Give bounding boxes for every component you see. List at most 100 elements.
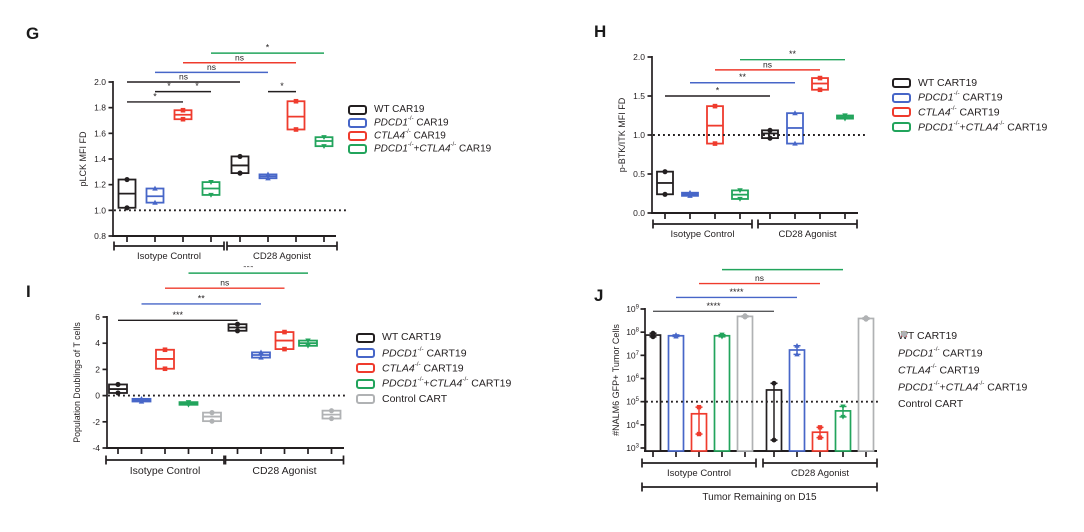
legend-box-swatch-icon bbox=[356, 378, 375, 389]
svg-text:104: 104 bbox=[626, 420, 639, 430]
svg-text:Tumor Remaining on D15: Tumor Remaining on D15 bbox=[702, 492, 817, 503]
svg-text:ns: ns bbox=[220, 278, 229, 288]
svg-text:1.4: 1.4 bbox=[94, 154, 106, 164]
svg-text:2: 2 bbox=[95, 364, 100, 374]
svg-text:*: * bbox=[280, 81, 284, 91]
svg-text:0.0: 0.0 bbox=[633, 208, 645, 218]
svg-text:CD28 Agonist: CD28 Agonist bbox=[778, 229, 836, 240]
svg-text:**: ** bbox=[198, 293, 206, 303]
legend-label: PDCD1-/- CART19 bbox=[918, 90, 1003, 104]
svg-text:CD28 Agonist: CD28 Agonist bbox=[791, 468, 849, 479]
legend-box-swatch-icon bbox=[892, 78, 911, 89]
svg-text:***: *** bbox=[243, 266, 254, 273]
legend-item: PDCD1-/-+CTLA4-/- CAR19 bbox=[348, 142, 491, 155]
svg-text:#NALM6 GFP+ Tumor Cells: #NALM6 GFP+ Tumor Cells bbox=[611, 324, 621, 436]
legend-label: WT CAR19 bbox=[374, 103, 425, 115]
legend-label: CTLA4-/- CAR19 bbox=[374, 128, 446, 142]
svg-text:1.5: 1.5 bbox=[633, 91, 645, 101]
legend-item: PDCD1-/- CAR19 bbox=[348, 116, 491, 129]
svg-text:1.0: 1.0 bbox=[633, 130, 645, 140]
legend-item: Control CART bbox=[898, 330, 1027, 413]
svg-text:-2: -2 bbox=[92, 417, 100, 427]
legend-box-swatch-icon bbox=[348, 117, 367, 128]
svg-text:ns: ns bbox=[235, 52, 244, 62]
svg-text:CD28 Agonist: CD28 Agonist bbox=[253, 251, 311, 262]
svg-text:103: 103 bbox=[626, 443, 639, 453]
panel-label-h: H bbox=[594, 22, 607, 41]
legend-box-swatch-icon bbox=[356, 332, 375, 343]
svg-text:1.8: 1.8 bbox=[94, 103, 106, 113]
svg-text:****: **** bbox=[775, 266, 790, 269]
svg-text:ns: ns bbox=[755, 273, 764, 283]
svg-text:*: * bbox=[716, 86, 720, 96]
chart-j-barchart: 103 104 105 106 107 108 109 #NALM6 GFP+ Tumor C… bbox=[611, 266, 881, 503]
legend-label: Control CART bbox=[898, 398, 964, 411]
svg-text:Population Doublings of T cell: Population Doublings of T cells bbox=[72, 322, 82, 443]
panel-G: G 0.8 1.0 1.2 1.4 1.6 1.8 2.0 pLCK MFI FD ns ns ns… bbox=[0, 0, 542, 266]
legend-label: PDCD1-/- CAR19 bbox=[374, 115, 449, 129]
svg-text:Isotype Control: Isotype Control bbox=[130, 465, 201, 477]
legend-label: PDCD1-/- CART19 bbox=[898, 346, 983, 360]
legend-label: PDCD1-/- CART19 bbox=[382, 345, 467, 360]
svg-text:108: 108 bbox=[626, 327, 639, 337]
legend-item: WT CART19 bbox=[892, 76, 1047, 91]
legend-label: PDCD1-/-+CTLA4-/- CART19 bbox=[918, 119, 1048, 134]
svg-text:109: 109 bbox=[626, 304, 639, 314]
svg-text:Isotype Control: Isotype Control bbox=[667, 468, 731, 479]
legend-box-swatch-icon bbox=[348, 130, 367, 141]
svg-text:****: **** bbox=[729, 287, 744, 297]
legend-box-swatch-icon bbox=[348, 104, 367, 115]
svg-text:****: **** bbox=[706, 301, 721, 311]
svg-text:pLCK MFI FD: pLCK MFI FD bbox=[78, 131, 88, 187]
legend-label: WT CART19 bbox=[898, 330, 958, 343]
svg-text:6: 6 bbox=[95, 312, 100, 322]
panel-J: J 103 104 105 106 107 108 109 #NALM6 GFP+ Tumor… bbox=[542, 266, 1084, 532]
svg-text:**: ** bbox=[739, 72, 747, 82]
legend-circle-marker-icon bbox=[900, 330, 908, 338]
legend-item: PDCD1-/- CART19 bbox=[898, 330, 1027, 362]
legend-box-swatch-icon bbox=[892, 107, 911, 118]
svg-text:1.2: 1.2 bbox=[94, 180, 106, 190]
svg-text:Isotype Control: Isotype Control bbox=[137, 251, 201, 262]
legend-item: PDCD1-/- CART19 bbox=[356, 345, 511, 360]
chart-g-boxplot: 0.8 1.0 1.2 1.4 1.6 1.8 2.0 pLCK MFI FD ns ns ns * *… bbox=[78, 43, 346, 262]
panel-label-j: J bbox=[594, 286, 604, 305]
legend-box-swatch-icon bbox=[348, 143, 367, 154]
svg-text:*: * bbox=[266, 43, 270, 53]
legend-label: PDCD1-/-+CTLA4-/- CAR19 bbox=[374, 141, 492, 155]
legend-item: PDCD1-/-+CTLA4-/- CART19 bbox=[356, 376, 511, 391]
legend-label: Control CART bbox=[382, 393, 448, 405]
chart-h-boxplot: 0.00.51.01.52.0p-BTK/ITK MFI FD***ns**Is… bbox=[617, 49, 866, 240]
panel-label-g: G bbox=[26, 24, 40, 43]
legend-box-swatch-icon bbox=[356, 348, 375, 359]
svg-text:*: * bbox=[153, 91, 157, 101]
legend-box-swatch-icon bbox=[892, 92, 911, 103]
legend-label: PDCD1-/-+CTLA4-/- CART19 bbox=[382, 376, 512, 390]
legend-item: PDCD1-/-+CTLA4-/- CART19 bbox=[892, 120, 1047, 135]
legend-box-swatch-icon bbox=[356, 363, 375, 374]
legend-item: CTLA4-/- CAR19 bbox=[348, 129, 491, 142]
svg-text:1.0: 1.0 bbox=[94, 205, 106, 215]
svg-text:-4: -4 bbox=[92, 443, 100, 453]
legend-label: CTLA4-/- CART19 bbox=[382, 360, 464, 375]
svg-text:*: * bbox=[195, 81, 199, 91]
svg-text:0: 0 bbox=[95, 391, 100, 401]
svg-text:ns: ns bbox=[763, 59, 772, 69]
svg-text:p-BTK/ITK MFI FD: p-BTK/ITK MFI FD bbox=[617, 97, 627, 172]
legend-box-swatch-icon bbox=[356, 394, 375, 405]
svg-text:*: * bbox=[167, 81, 171, 91]
panel-H: H 0.0 0.5 1.0 1.5 2.0 p-BTK/ITK MFI FD * ** ns **… bbox=[542, 0, 1084, 266]
legend-item: PDCD1-/-+CTLA4-/- CART19 bbox=[898, 331, 1027, 396]
legend-item: WT CART19 bbox=[898, 328, 1027, 345]
legend-item: Control CART bbox=[356, 392, 511, 407]
legend-item: CTLA4-/- CART19 bbox=[898, 331, 1027, 379]
svg-text:ns: ns bbox=[179, 72, 188, 82]
svg-text:0.8: 0.8 bbox=[94, 231, 106, 241]
legend-h: WT CART19 PDCD1-/- CART19 CTLA4-/- CART19 P… bbox=[892, 76, 1047, 134]
legend-label: WT CART19 bbox=[918, 77, 978, 90]
legend-item: WT CAR19 bbox=[348, 103, 491, 116]
svg-text:**: ** bbox=[789, 49, 797, 59]
svg-text:107: 107 bbox=[626, 350, 639, 360]
svg-text:***: *** bbox=[172, 310, 183, 320]
